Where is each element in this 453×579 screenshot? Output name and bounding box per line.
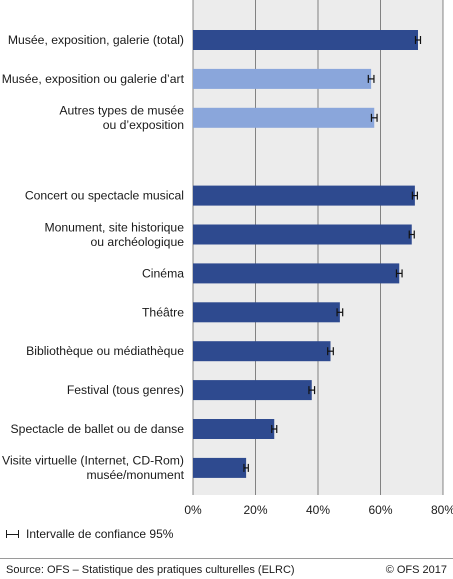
category-label-8: Bibliothèque ou médiathèque [26, 344, 184, 358]
bar-10 [193, 419, 275, 439]
category-label-11: Visite virtuelle (Internet, CD-Rom) musée… [2, 454, 185, 483]
category-label-line: ou d’exposition [103, 118, 184, 132]
bar-2 [193, 107, 375, 128]
category-label-line: Théâtre [142, 305, 184, 319]
bar-8 [193, 341, 331, 362]
footer-divider [0, 558, 453, 559]
x-tick-label-1: 20% [243, 503, 267, 517]
category-label-line: Autres types de musée [59, 104, 184, 118]
category-label-line: Cinéma [142, 266, 184, 280]
category-label-line: Bibliothèque ou médiathèque [26, 344, 184, 358]
category-label-9: Festival (tous genres) [67, 383, 184, 397]
x-tick-label-4: 80% [431, 503, 453, 517]
bar-0 [193, 30, 418, 50]
bar-11 [193, 457, 247, 478]
bar-7 [193, 302, 340, 323]
category-label-line: ou archéologique [90, 235, 184, 249]
category-label-7: Théâtre [142, 305, 184, 319]
category-label-10: Spectacle de ballet ou de danse [11, 422, 185, 436]
category-label-line: Spectacle de ballet ou de danse [11, 422, 185, 436]
x-tick-label-2: 40% [306, 503, 330, 517]
source-note: Source: OFS – Statistique des pratiques … [6, 564, 295, 576]
bar-4 [193, 185, 415, 206]
category-label-0: Musée, exposition, galerie (total) [8, 33, 184, 47]
legend: Intervalle de confiance 95% [6, 527, 173, 541]
category-label-line: Monument, site historique [44, 220, 184, 234]
category-label-5: Monument, site historique ou archéologiqu… [44, 220, 184, 249]
category-label-line: musée/monument [86, 468, 184, 482]
confidence-interval-icon [6, 530, 19, 538]
bar-9 [193, 380, 312, 401]
category-label-line: Festival (tous genres) [67, 383, 184, 397]
category-label-line: Concert ou spectacle musical [25, 189, 184, 203]
copyright: © OFS 2017 [385, 564, 447, 576]
category-label-line: Visite virtuelle (Internet, CD-Rom) [2, 454, 184, 468]
category-label-4: Concert ou spectacle musical [25, 189, 184, 203]
category-label-line: Musée, exposition, galerie (total) [8, 33, 184, 47]
category-label-1: Musée, exposition ou galerie d’art [2, 72, 185, 86]
bar-6 [193, 263, 400, 284]
category-label-6: Cinéma [142, 266, 184, 280]
x-tick-label-0: 0% [184, 503, 202, 517]
legend-label: Intervalle de confiance 95% [26, 527, 174, 541]
category-label-2: Autres types de musée ou d’exposition [59, 104, 184, 133]
bar-chart: Musée, exposition, galerie (total) Musée,… [2, 0, 453, 517]
bar-1 [193, 68, 372, 89]
bar-5 [193, 224, 412, 245]
category-label-line: Musée, exposition ou galerie d’art [2, 72, 185, 86]
x-tick-label-3: 60% [368, 503, 392, 517]
